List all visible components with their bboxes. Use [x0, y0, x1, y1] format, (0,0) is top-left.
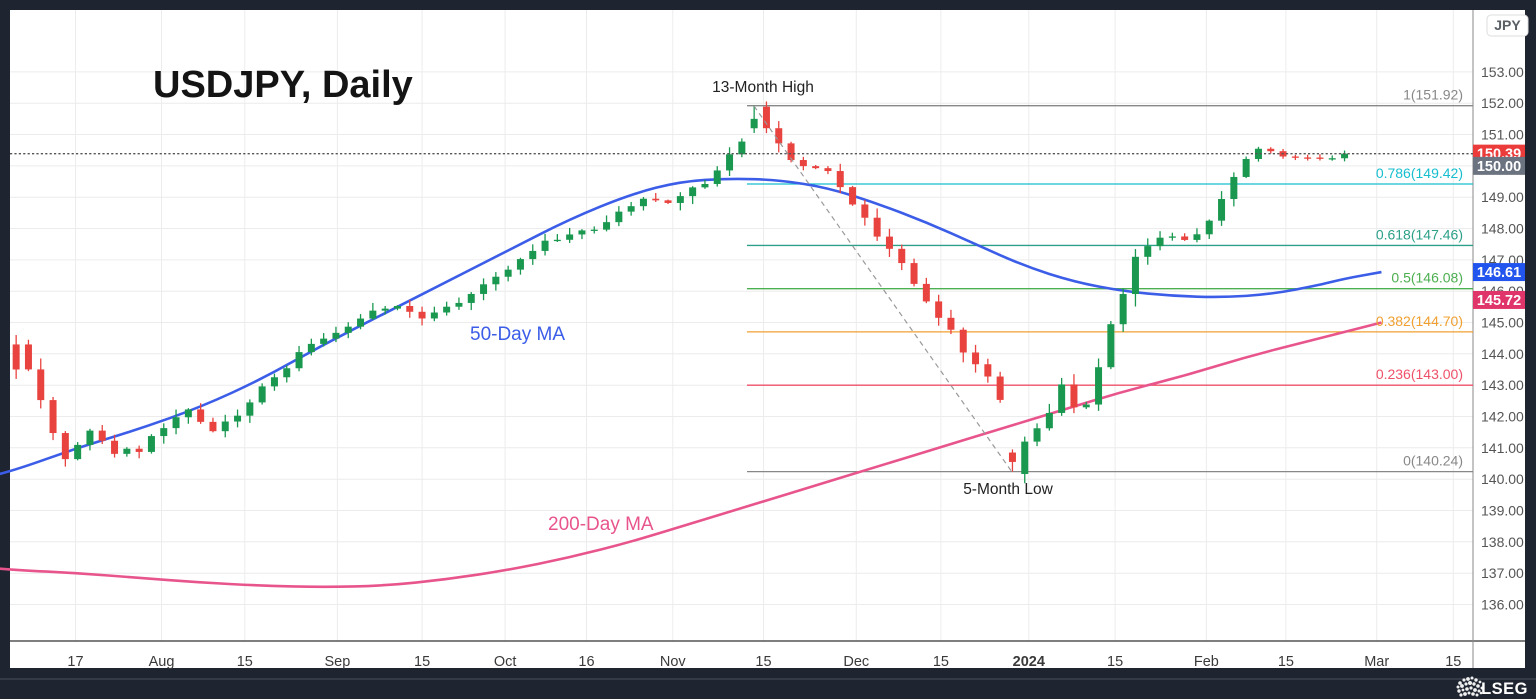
svg-text:140.00: 140.00	[1481, 471, 1524, 487]
svg-text:LSEG: LSEG	[1481, 680, 1528, 698]
svg-text:Oct: Oct	[494, 654, 517, 670]
svg-text:153.00: 153.00	[1481, 64, 1524, 80]
svg-text:Mar: Mar	[1364, 654, 1389, 670]
svg-text:144.00: 144.00	[1481, 346, 1524, 362]
svg-text:Aug: Aug	[149, 654, 175, 670]
svg-text:13-Month High: 13-Month High	[712, 79, 814, 96]
svg-text:145.72: 145.72	[1477, 293, 1521, 309]
svg-text:138.00: 138.00	[1481, 534, 1524, 550]
svg-text:145.00: 145.00	[1481, 315, 1524, 331]
svg-text:142.00: 142.00	[1481, 409, 1524, 425]
svg-text:139.00: 139.00	[1481, 503, 1524, 519]
svg-text:15: 15	[1107, 654, 1123, 670]
svg-text:5-Month Low: 5-Month Low	[963, 481, 1053, 498]
svg-text:50-Day MA: 50-Day MA	[470, 324, 565, 345]
svg-text:15: 15	[755, 654, 771, 670]
svg-text:17: 17	[67, 654, 83, 670]
svg-text:Dec: Dec	[843, 654, 869, 670]
svg-text:0.786(149.42): 0.786(149.42)	[1376, 165, 1463, 181]
svg-text:0.618(147.46): 0.618(147.46)	[1376, 226, 1463, 242]
svg-text:150.00: 150.00	[1477, 159, 1521, 175]
svg-text:15: 15	[933, 654, 949, 670]
svg-text:152.00: 152.00	[1481, 95, 1524, 111]
svg-text:141.00: 141.00	[1481, 440, 1524, 456]
svg-text:0(140.24): 0(140.24)	[1403, 453, 1463, 469]
svg-text:148.00: 148.00	[1481, 221, 1524, 237]
svg-text:Sep: Sep	[324, 654, 350, 670]
svg-text:15: 15	[1278, 654, 1294, 670]
svg-text:2024: 2024	[1013, 654, 1045, 670]
svg-text:1(151.92): 1(151.92)	[1403, 87, 1463, 103]
svg-text:200-Day MA: 200-Day MA	[548, 514, 654, 535]
svg-text:Nov: Nov	[660, 654, 687, 670]
svg-text:0.236(143.00): 0.236(143.00)	[1376, 366, 1463, 382]
svg-text:USDJPY, Daily: USDJPY, Daily	[153, 64, 413, 106]
svg-text:136.00: 136.00	[1481, 597, 1524, 613]
svg-text:JPY: JPY	[1494, 17, 1521, 33]
svg-text:151.00: 151.00	[1481, 127, 1524, 143]
svg-text:0.382(144.70): 0.382(144.70)	[1376, 313, 1463, 329]
svg-text:149.00: 149.00	[1481, 189, 1524, 205]
svg-text:143.00: 143.00	[1481, 377, 1524, 393]
svg-text:146.61: 146.61	[1477, 265, 1521, 281]
svg-text:15: 15	[414, 654, 430, 670]
svg-text:15: 15	[237, 654, 253, 670]
svg-text:Feb: Feb	[1194, 654, 1219, 670]
svg-text:15: 15	[1445, 654, 1461, 670]
svg-text:0.5(146.08): 0.5(146.08)	[1391, 270, 1463, 286]
svg-text:137.00: 137.00	[1481, 565, 1524, 581]
svg-text:16: 16	[578, 654, 594, 670]
